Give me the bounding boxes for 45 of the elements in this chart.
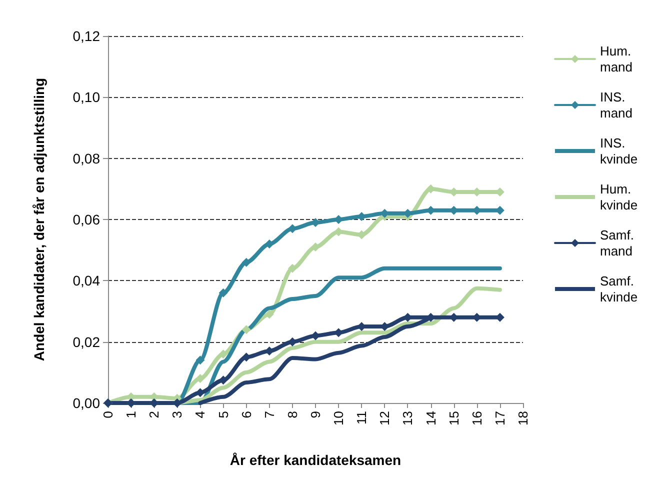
x-tick-label: 11	[354, 411, 370, 424]
legend-label: Samf. mand	[600, 228, 638, 258]
x-tick-label: 0	[100, 411, 116, 418]
point	[218, 288, 228, 298]
x-tick-label: 6	[238, 411, 254, 418]
legend-label: INS. kvinde	[600, 136, 638, 166]
y-tick-label: 0,02	[72, 334, 100, 350]
x-tick-label: 14	[423, 411, 438, 426]
y-tick-label: 0,10	[72, 89, 100, 106]
x-tick-label: 17	[492, 411, 508, 426]
point	[264, 239, 274, 248]
x-axis-title: År efter kandidateksamen	[230, 452, 402, 468]
x-tick-label: 4	[192, 411, 208, 418]
x-tick-label: 16	[469, 411, 484, 426]
x-tick-label: 10	[331, 411, 346, 426]
legend-label: INS. mand	[600, 90, 633, 120]
y-tick-label: 0,08	[72, 150, 100, 166]
y-tick-label: 0,00	[72, 395, 100, 411]
x-tick-label: 3	[170, 411, 185, 418]
point	[218, 350, 228, 359]
y-tick-label: 0,12	[72, 28, 100, 44]
point	[311, 242, 320, 252]
legend-label: Samf. kvinde	[600, 274, 638, 304]
point	[242, 258, 251, 267]
x-tick-label: 13	[400, 411, 416, 426]
x-tick-label: 18	[516, 411, 530, 426]
point	[288, 264, 297, 273]
y-tick-label: 0,04	[72, 272, 100, 289]
y-axis-title: Andel kandidater, der får en adjunktstilling	[31, 78, 47, 362]
point	[196, 388, 205, 398]
legend-label: Hum. mand	[600, 44, 635, 74]
y-tick-label: 0,06	[72, 212, 100, 228]
x-tick-label: 9	[308, 411, 323, 418]
point	[242, 325, 251, 334]
x-tick-label: 7	[262, 411, 277, 418]
x-tick-label: 15	[446, 411, 462, 426]
point	[196, 374, 205, 384]
x-tick-label: 1	[124, 411, 139, 418]
x-tick-label: 5	[216, 411, 231, 418]
point	[264, 310, 274, 319]
point	[196, 356, 205, 365]
x-tick-label: 2	[146, 411, 162, 418]
x-tick-label: 12	[377, 411, 392, 426]
legend-label: Hum. kvinde	[600, 182, 638, 212]
x-tick-label: 8	[284, 411, 300, 418]
